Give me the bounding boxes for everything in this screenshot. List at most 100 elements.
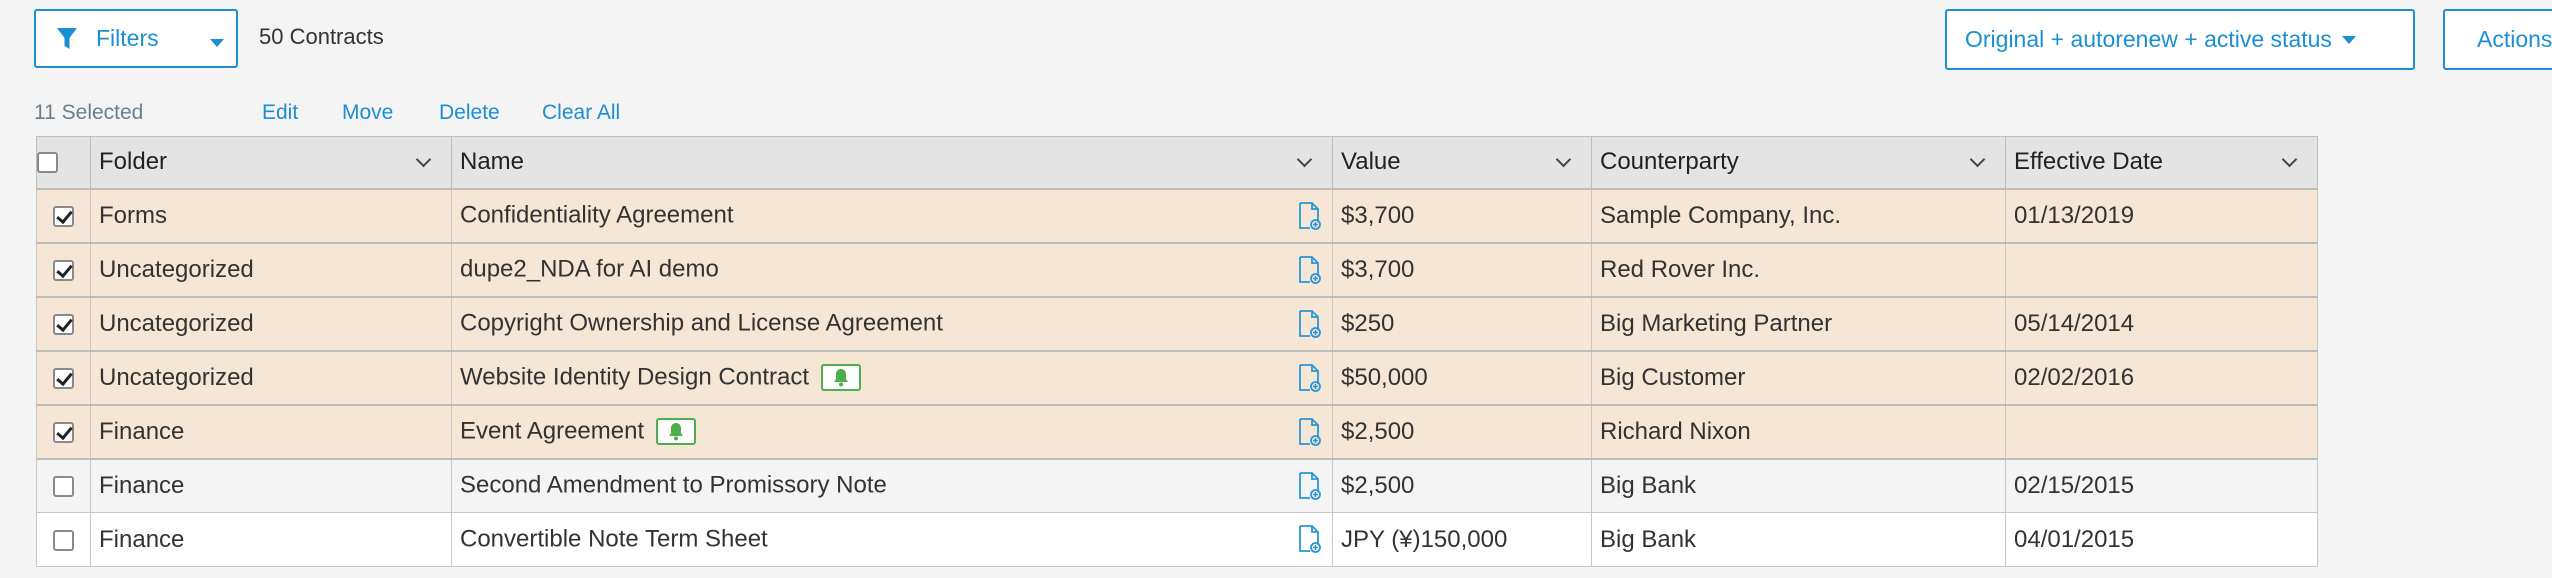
edit-link[interactable]: Edit bbox=[262, 101, 299, 124]
contract-name-link[interactable]: Copyright Ownership and License Agreemen… bbox=[460, 309, 943, 337]
folder-cell: Forms bbox=[90, 187, 452, 244]
value-cell: JPY (¥)150,000 bbox=[1332, 512, 1592, 567]
name-cell[interactable]: Confidentiality Agreement bbox=[451, 187, 1333, 244]
folder-cell: Finance bbox=[90, 512, 452, 567]
contract-name-link[interactable]: Website Identity Design Contract bbox=[460, 363, 810, 391]
name-cell[interactable]: Convertible Note Term Sheet bbox=[451, 512, 1333, 567]
chevron-down-icon[interactable] bbox=[2281, 151, 2298, 168]
delete-link[interactable]: Delete bbox=[439, 101, 500, 124]
folder-cell: Uncategorized bbox=[90, 241, 452, 298]
column-header-name[interactable]: Name bbox=[451, 136, 1333, 189]
value-cell: $2,500 bbox=[1332, 403, 1592, 460]
clear-all-link[interactable]: Clear All bbox=[542, 101, 621, 124]
chevron-down-icon[interactable] bbox=[1296, 151, 1313, 168]
table-header-row: Folder Name Value Counterparty Effective… bbox=[36, 136, 2318, 189]
row-checkbox[interactable] bbox=[53, 367, 74, 389]
value-cell: $50,000 bbox=[1332, 349, 1592, 406]
document-add-icon[interactable] bbox=[1298, 363, 1322, 399]
selected-count: 11 Selected bbox=[34, 101, 144, 124]
table-row[interactable]: Finance Convertible Note Term Sheet JPY (¥… bbox=[36, 512, 2318, 567]
document-add-icon[interactable] bbox=[1298, 309, 1322, 345]
view-selector-button[interactable]: Original + autorenew + active status bbox=[1945, 9, 2415, 70]
column-header-value[interactable]: Value bbox=[1332, 136, 1592, 189]
effective-date-cell bbox=[2005, 241, 2318, 298]
document-add-icon[interactable] bbox=[1298, 417, 1322, 453]
folder-cell: Uncategorized bbox=[90, 349, 452, 406]
row-checkbox[interactable] bbox=[53, 475, 74, 497]
folder-cell: Finance bbox=[90, 458, 452, 513]
document-add-icon[interactable] bbox=[1298, 471, 1322, 507]
table-row[interactable]: Finance Event Agreement $2,500 Richard Nixo… bbox=[36, 403, 2318, 460]
column-header-label: Effective Date bbox=[2014, 148, 2163, 176]
counterparty-cell: Richard Nixon bbox=[1591, 403, 2006, 460]
name-cell[interactable]: Copyright Ownership and License Agreemen… bbox=[451, 295, 1333, 352]
counterparty-cell: Sample Company, Inc. bbox=[1591, 187, 2006, 244]
contract-name-link[interactable]: Convertible Note Term Sheet bbox=[460, 525, 768, 553]
row-select-cell bbox=[36, 295, 91, 352]
effective-date-cell bbox=[2005, 403, 2318, 460]
filters-button[interactable]: Filters bbox=[34, 9, 238, 68]
document-add-icon[interactable] bbox=[1298, 201, 1322, 237]
effective-date-cell: 02/02/2016 bbox=[2005, 349, 2318, 406]
chevron-down-icon[interactable] bbox=[1969, 151, 1986, 168]
name-cell[interactable]: Second Amendment to Promissory Note bbox=[451, 458, 1333, 513]
row-checkbox[interactable] bbox=[53, 205, 74, 227]
value-cell: $3,700 bbox=[1332, 241, 1592, 298]
contract-name-link[interactable]: dupe2_NDA for AI demo bbox=[460, 255, 719, 283]
effective-date-cell: 05/14/2014 bbox=[2005, 295, 2318, 352]
select-all-header bbox=[36, 136, 91, 189]
counterparty-cell: Big Marketing Partner bbox=[1591, 295, 2006, 352]
document-add-icon[interactable] bbox=[1298, 525, 1322, 560]
effective-date-cell: 04/01/2015 bbox=[2005, 512, 2318, 567]
column-header-folder[interactable]: Folder bbox=[90, 136, 452, 189]
funnel-icon bbox=[56, 27, 78, 51]
value-cell: $2,500 bbox=[1332, 458, 1592, 513]
column-header-label: Folder bbox=[99, 148, 168, 176]
table-row[interactable]: Finance Second Amendment to Promissory No… bbox=[36, 458, 2318, 513]
chevron-down-icon bbox=[2341, 35, 2356, 44]
select-all-checkbox[interactable] bbox=[37, 152, 58, 174]
counterparty-cell: Big Bank bbox=[1591, 458, 2006, 513]
folder-cell: Finance bbox=[90, 403, 452, 460]
chevron-down-icon[interactable] bbox=[210, 39, 224, 47]
contract-name-link[interactable]: Second Amendment to Promissory Note bbox=[460, 472, 887, 500]
row-checkbox[interactable] bbox=[53, 259, 74, 281]
table-row[interactable]: Uncategorized Website Identity Design Con… bbox=[36, 349, 2318, 406]
filters-label: Filters bbox=[96, 25, 159, 51]
table-row[interactable]: Uncategorized dupe2_NDA for AI demo $3,700… bbox=[36, 241, 2318, 298]
chevron-down-icon[interactable] bbox=[1555, 151, 1572, 168]
row-checkbox[interactable] bbox=[53, 529, 74, 551]
document-add-icon[interactable] bbox=[1298, 255, 1322, 291]
value-cell: $3,700 bbox=[1332, 187, 1592, 244]
row-select-cell bbox=[36, 403, 91, 460]
column-header-counterparty[interactable]: Counterparty bbox=[1591, 136, 2006, 189]
table-row[interactable]: Forms Confidentiality Agreement $3,700 Samp… bbox=[36, 187, 2318, 244]
row-checkbox[interactable] bbox=[53, 313, 74, 335]
actions-button[interactable]: Actions bbox=[2443, 9, 2552, 70]
name-cell[interactable]: Website Identity Design Contract bbox=[451, 349, 1333, 406]
column-header-effective-date[interactable]: Effective Date bbox=[2005, 136, 2318, 189]
contract-name-link[interactable]: Confidentiality Agreement bbox=[460, 201, 734, 229]
counterparty-cell: Big Customer bbox=[1591, 349, 2006, 406]
contract-name-link[interactable]: Event Agreement bbox=[460, 417, 645, 445]
effective-date-cell: 01/13/2019 bbox=[2005, 187, 2318, 244]
column-header-label: Value bbox=[1341, 148, 1401, 176]
row-select-cell bbox=[36, 458, 91, 513]
table-row[interactable]: Uncategorized Copyright Ownership and Lic… bbox=[36, 295, 2318, 352]
row-checkbox[interactable] bbox=[53, 421, 74, 443]
row-select-cell bbox=[36, 241, 91, 298]
bell-icon[interactable] bbox=[656, 418, 697, 446]
move-link[interactable]: Move bbox=[342, 101, 394, 124]
counterparty-cell: Big Bank bbox=[1591, 512, 2006, 567]
name-cell[interactable]: Event Agreement bbox=[451, 403, 1333, 460]
bell-icon[interactable] bbox=[821, 364, 862, 392]
view-selector-label: Original + autorenew + active status bbox=[1965, 26, 2332, 52]
effective-date-cell: 02/15/2015 bbox=[2005, 458, 2318, 513]
chevron-down-icon[interactable] bbox=[415, 151, 432, 168]
contract-count: 50 Contracts bbox=[259, 24, 384, 49]
column-header-label: Name bbox=[460, 148, 525, 176]
row-select-cell bbox=[36, 349, 91, 406]
column-header-label: Counterparty bbox=[1600, 148, 1739, 176]
name-cell[interactable]: dupe2_NDA for AI demo bbox=[451, 241, 1333, 298]
row-select-cell bbox=[36, 187, 91, 244]
